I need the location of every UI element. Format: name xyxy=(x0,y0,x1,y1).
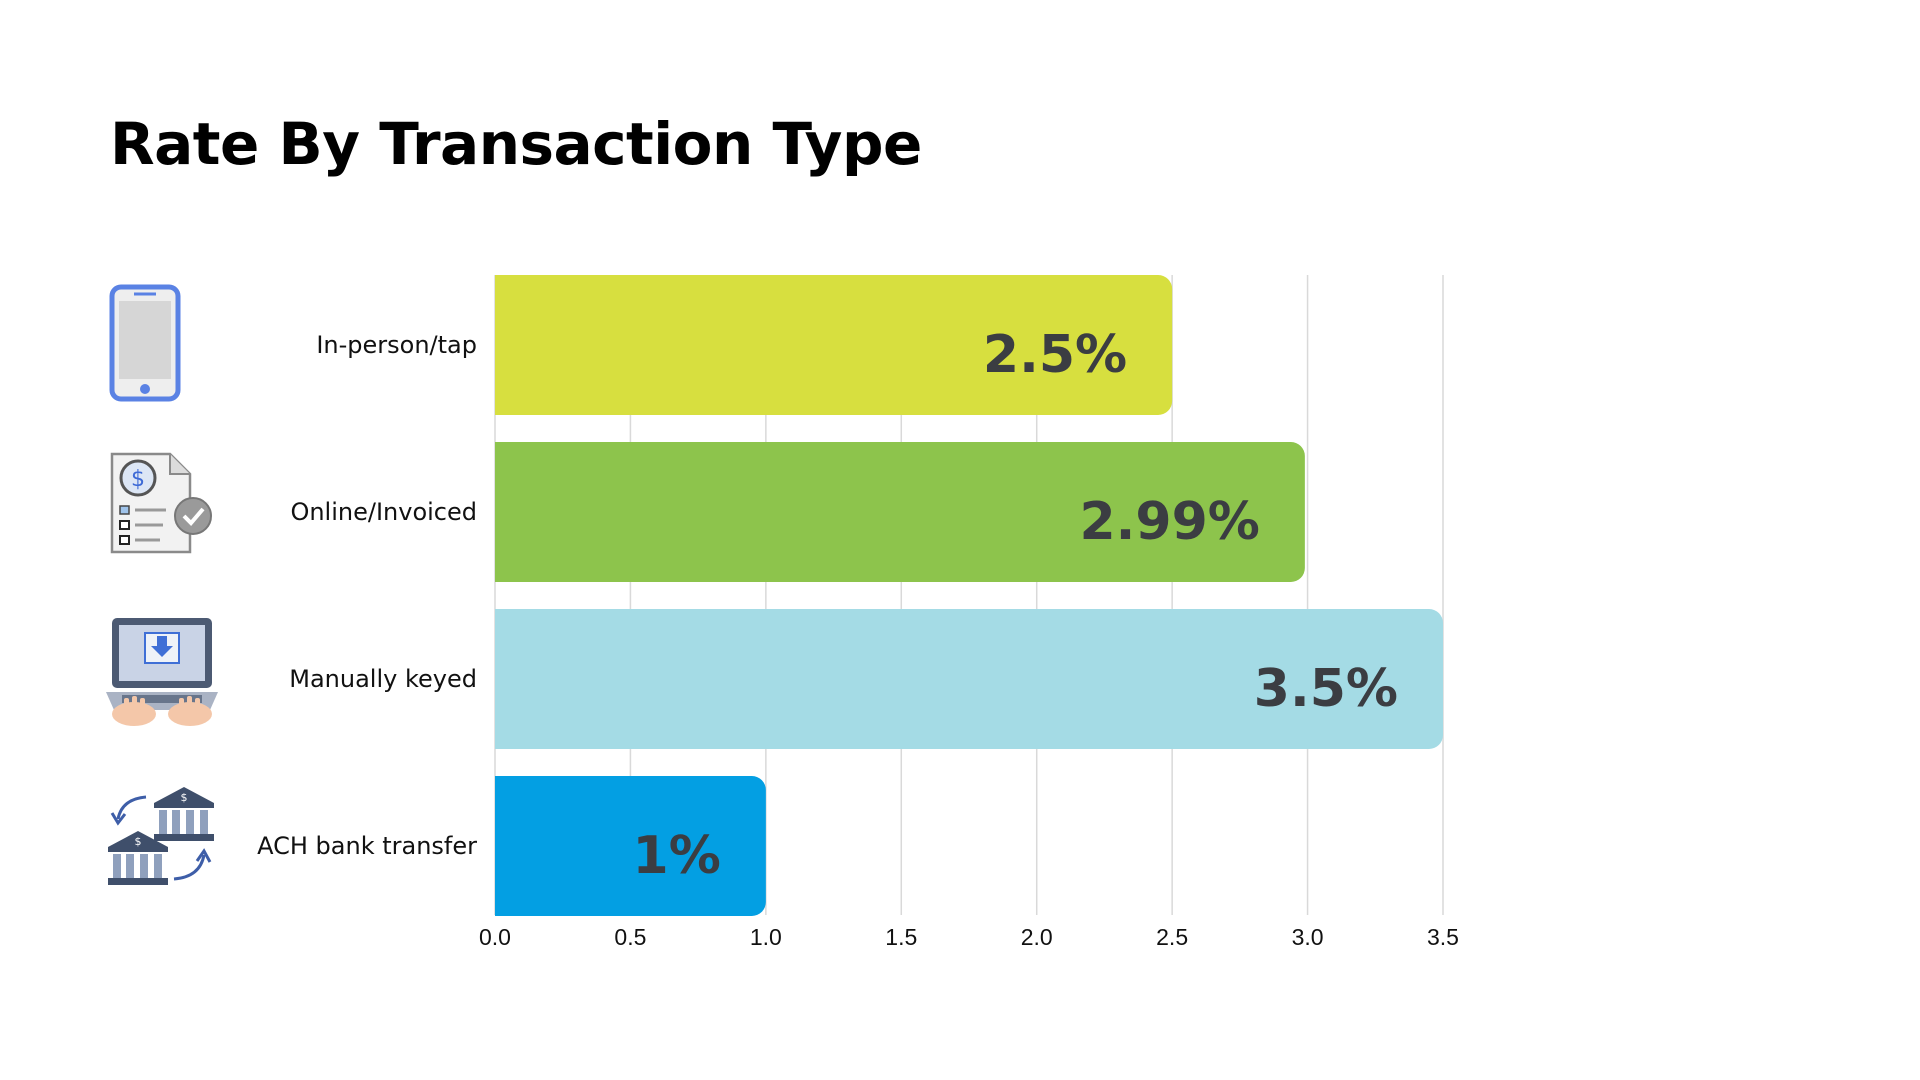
data-labels: 2.5% 2.99% 3.5% 1% xyxy=(633,325,1398,886)
category-icons: $ xyxy=(106,284,218,885)
x-tick-label: 0.5 xyxy=(614,924,646,950)
x-tick-label: 2.5 xyxy=(1156,924,1188,950)
page-title: Rate By Transaction Type xyxy=(110,110,922,178)
x-tick-label: 1.0 xyxy=(750,924,782,950)
bank-building-icon: $ xyxy=(154,787,214,841)
x-tick-label: 3.0 xyxy=(1292,924,1324,950)
bar xyxy=(495,776,766,916)
bank-building-icon: $ xyxy=(108,831,168,885)
laptop-typing-icon xyxy=(106,618,218,726)
data-label: 2.5% xyxy=(983,325,1127,385)
smartphone-icon xyxy=(109,284,181,402)
invoice-icon: $ xyxy=(110,452,212,554)
category-label: ACH bank transfer xyxy=(257,832,477,860)
bar xyxy=(495,609,1443,749)
svg-text:$: $ xyxy=(131,467,145,492)
category-label: Online/Invoiced xyxy=(290,498,477,526)
data-label: 3.5% xyxy=(1254,659,1398,719)
x-tick-label: 2.0 xyxy=(1021,924,1053,950)
arrow-icon xyxy=(173,854,206,881)
category-label: Manually keyed xyxy=(289,665,477,693)
x-axis-ticks: 0.0 0.5 1.0 1.5 2.0 2.5 3.0 3.5 xyxy=(479,924,1459,950)
bar xyxy=(495,275,1173,415)
x-tick-label: 0.0 xyxy=(479,924,511,950)
svg-text:$: $ xyxy=(135,835,142,848)
x-tick-label: 1.5 xyxy=(885,924,917,950)
svg-text:$: $ xyxy=(181,791,188,804)
category-labels: In-person/tap Online/Invoiced Manually key… xyxy=(257,331,477,860)
category-label: In-person/tap xyxy=(316,331,477,359)
bars xyxy=(495,275,1443,916)
bar xyxy=(495,442,1305,582)
bank-transfer-icon: $ $ xyxy=(108,787,214,885)
x-tick-label: 3.5 xyxy=(1427,924,1459,950)
data-label: 2.99% xyxy=(1079,492,1259,552)
data-label: 1% xyxy=(633,826,721,886)
arrow-icon xyxy=(116,795,147,820)
